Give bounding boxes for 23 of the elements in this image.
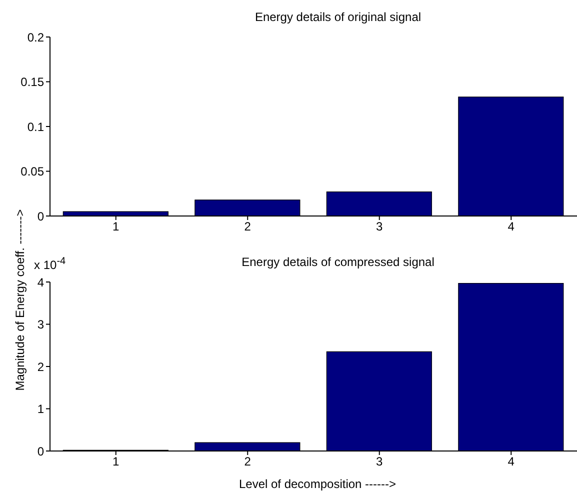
x-tick-label: 2 [244,220,252,234]
x-tick-label: 4 [508,454,515,469]
x-tick-label: 1 [112,454,120,469]
y-tick-label: 0 [37,209,44,224]
y-tick-label: 2 [37,360,44,374]
x-tick-label: 4 [508,220,515,234]
x-tick-label: 1 [112,220,120,234]
y-tick-label: 0 [37,444,44,458]
chart-title: Energy details of original signal [254,10,422,24]
y-tick-label: 3 [37,318,44,332]
x-axis-title: Level of decomposition ------> [238,477,398,491]
y-axis-title: Magnitude of Energy coeff. -------> [13,209,27,391]
y-tick-label: 1 [37,402,44,416]
x-tick-label: 3 [376,220,384,234]
y-tick-label: 4 [37,275,44,290]
y-tick-label: 0.05 [20,164,44,179]
y-tick-label: 0.15 [20,75,44,90]
y-tick-label: 0.2 [27,30,44,44]
text: x 10$^{-4}$ [34,256,66,272]
chart-title: Energy details of compressed signal [242,255,434,269]
x-tick-label: 3 [376,454,384,469]
x-tick-label: 2 [244,454,252,469]
y-tick-label: 0.1 [27,120,44,134]
